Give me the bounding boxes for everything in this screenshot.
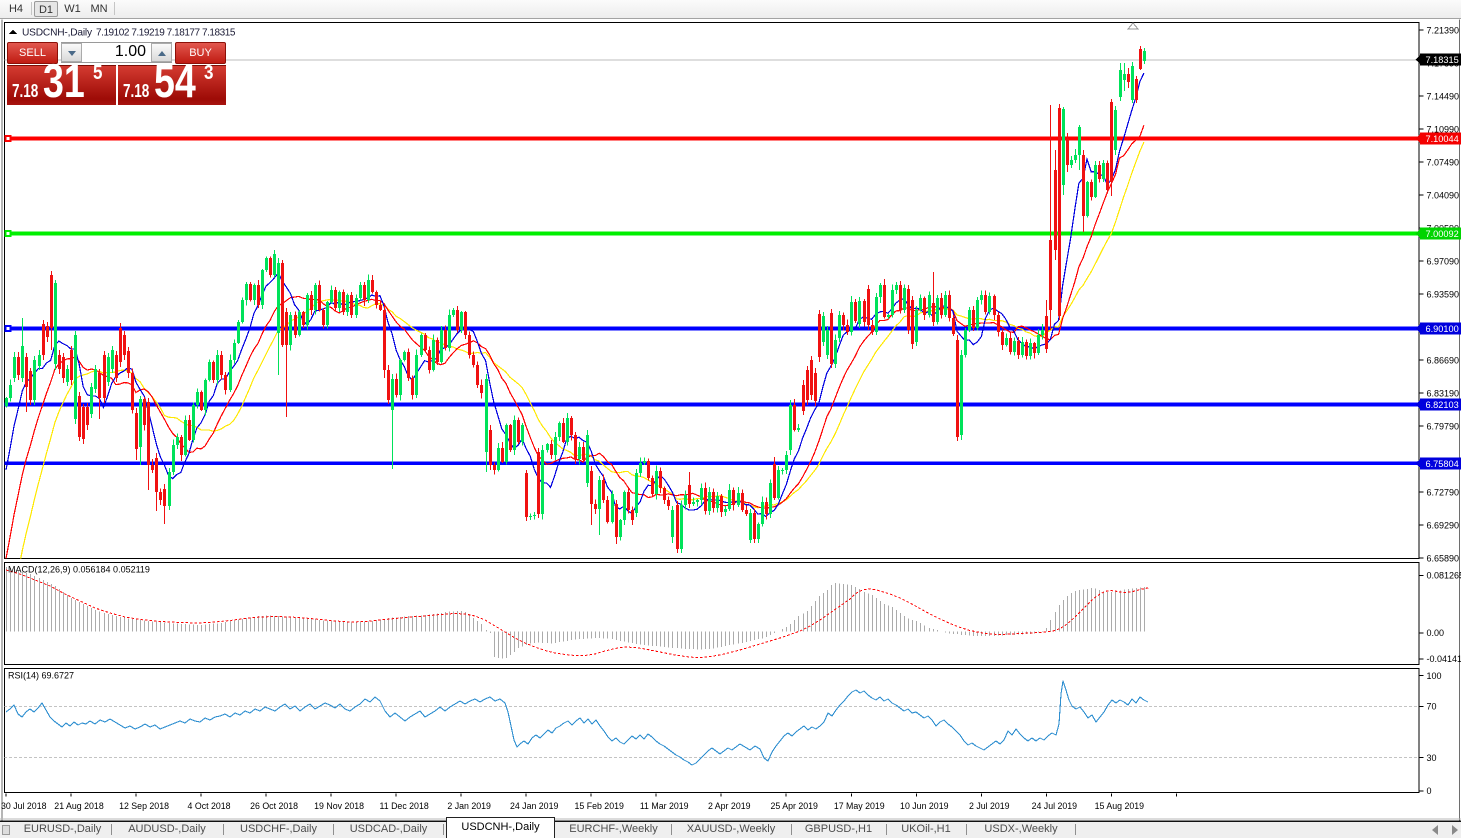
svg-text:6.86690: 6.86690 xyxy=(1427,355,1460,365)
svg-text:25 Apr 2019: 25 Apr 2019 xyxy=(771,801,819,811)
svg-text:6.75804: 6.75804 xyxy=(1426,459,1459,469)
svg-text:6.97090: 6.97090 xyxy=(1427,256,1460,266)
svg-text:12 Sep 2018: 12 Sep 2018 xyxy=(119,801,169,811)
svg-text:100: 100 xyxy=(1427,671,1442,681)
svg-text:7.21390: 7.21390 xyxy=(1427,25,1460,35)
svg-text:6.72790: 6.72790 xyxy=(1427,487,1460,497)
svg-text:17 May 2019: 17 May 2019 xyxy=(834,801,885,811)
svg-text:4 Oct 2018: 4 Oct 2018 xyxy=(188,801,231,811)
svg-text:26 Oct 2018: 26 Oct 2018 xyxy=(250,801,298,811)
svg-text:7.19102 7.19219 7.18177 7.1831: 7.19102 7.19219 7.18177 7.18315 xyxy=(96,28,236,39)
svg-text:0: 0 xyxy=(1427,786,1432,796)
svg-text:6.90100: 6.90100 xyxy=(1426,324,1459,334)
svg-text:11 Dec 2018: 11 Dec 2018 xyxy=(380,801,429,811)
svg-text:6.65890: 6.65890 xyxy=(1427,553,1460,563)
svg-text:11 Mar 2019: 11 Mar 2019 xyxy=(640,801,689,811)
svg-text:0.00: 0.00 xyxy=(1427,628,1445,638)
svg-text:30 Jul 2018: 30 Jul 2018 xyxy=(1,801,47,811)
svg-text:MACD(12,26,9) 0.056184 0.05211: MACD(12,26,9) 0.056184 0.052119 xyxy=(8,565,150,575)
svg-text:70: 70 xyxy=(1427,702,1437,712)
svg-text:2 Jul 2019: 2 Jul 2019 xyxy=(969,801,1010,811)
svg-text:19 Nov 2018: 19 Nov 2018 xyxy=(314,801,364,811)
svg-text:15 Aug 2019: 15 Aug 2019 xyxy=(1095,801,1145,811)
svg-text:30: 30 xyxy=(1427,753,1437,763)
svg-text:10 Jun 2019: 10 Jun 2019 xyxy=(900,801,949,811)
svg-text:24 Jan 2019: 24 Jan 2019 xyxy=(510,801,559,811)
svg-text:24 Jul 2019: 24 Jul 2019 xyxy=(1032,801,1078,811)
svg-text:USDCNH-,Daily: USDCNH-,Daily xyxy=(22,28,93,39)
svg-text:7.10044: 7.10044 xyxy=(1426,134,1459,144)
svg-text:21 Aug 2018: 21 Aug 2018 xyxy=(54,801,104,811)
svg-text:RSI(14) 69.6727: RSI(14) 69.6727 xyxy=(8,671,74,681)
svg-text:7.10990: 7.10990 xyxy=(1427,124,1460,134)
svg-text:7.07490: 7.07490 xyxy=(1427,157,1460,167)
svg-text:-0.041412: -0.041412 xyxy=(1427,654,1461,664)
svg-text:6.69290: 6.69290 xyxy=(1427,520,1460,530)
svg-text:15 Feb 2019: 15 Feb 2019 xyxy=(574,801,624,811)
svg-text:0.081265: 0.081265 xyxy=(1427,571,1461,581)
svg-text:6.93590: 6.93590 xyxy=(1427,289,1460,299)
svg-text:2 Apr 2019: 2 Apr 2019 xyxy=(708,801,751,811)
svg-text:6.79790: 6.79790 xyxy=(1427,421,1460,431)
svg-text:7.04090: 7.04090 xyxy=(1427,190,1460,200)
svg-text:2 Jan 2019: 2 Jan 2019 xyxy=(447,801,491,811)
svg-text:6.83190: 6.83190 xyxy=(1427,388,1460,398)
svg-text:7.14490: 7.14490 xyxy=(1427,91,1460,101)
svg-text:6.82103: 6.82103 xyxy=(1426,400,1459,410)
svg-text:7.00092: 7.00092 xyxy=(1426,229,1459,239)
svg-text:7.18315: 7.18315 xyxy=(1426,55,1459,65)
